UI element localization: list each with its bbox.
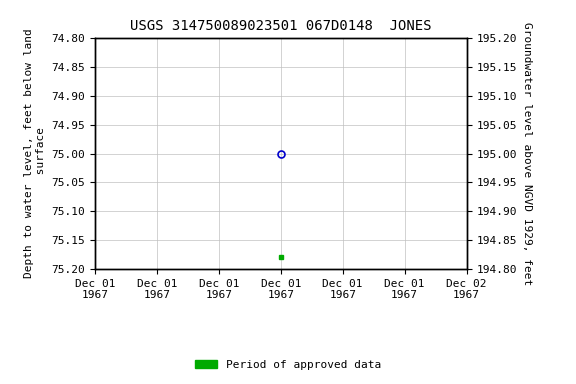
Legend: Period of approved data: Period of approved data — [191, 356, 385, 375]
Y-axis label: Groundwater level above NGVD 1929, feet: Groundwater level above NGVD 1929, feet — [522, 22, 532, 285]
Title: USGS 314750089023501 067D0148  JONES: USGS 314750089023501 067D0148 JONES — [130, 19, 431, 33]
Y-axis label: Depth to water level, feet below land
 surface: Depth to water level, feet below land su… — [24, 29, 46, 278]
